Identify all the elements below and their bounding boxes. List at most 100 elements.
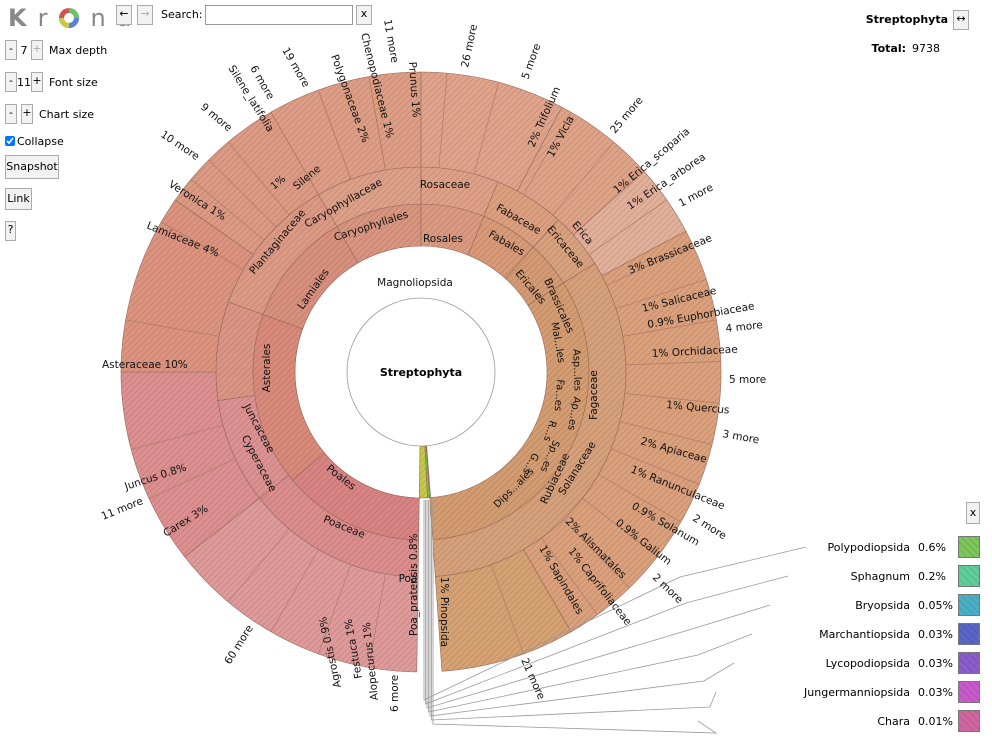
- legend-item[interactable]: Lycopodiopsida 0.03%: [826, 651, 980, 675]
- total-label: Total:: [871, 42, 906, 55]
- forward-button[interactable]: →: [137, 5, 153, 25]
- wedge-separator: [622, 319, 717, 337]
- label-1-more: 1 more: [677, 182, 715, 210]
- font-size-label: Font size: [49, 75, 98, 89]
- label-10-more-top: 10 more: [158, 129, 201, 164]
- wedge-ericales[interactable]: [505, 247, 564, 306]
- legend-item[interactable]: Polypodiopsida 0.6%: [827, 535, 980, 559]
- wedge-separator: [552, 141, 615, 216]
- search-input[interactable]: [205, 5, 353, 25]
- logo-letter-r: r: [37, 4, 49, 32]
- wedge-ericaceae[interactable]: [533, 219, 595, 283]
- wedge-fabaceae[interactable]: [483, 181, 559, 248]
- wedge-trifolium[interactable]: [517, 107, 644, 235]
- label-25-more: 25 more: [608, 95, 645, 136]
- legend-close-button[interactable]: x: [966, 502, 980, 524]
- focus-toggle-button[interactable]: ↔: [953, 10, 969, 30]
- wedge-asterales[interactable]: [253, 314, 325, 480]
- wedge-fabales[interactable]: [468, 216, 534, 279]
- wedge-lamiales[interactable]: [263, 226, 358, 329]
- legend-item[interactable]: Chara 0.01%: [877, 709, 980, 733]
- chart-size-decrease-button[interactable]: -: [5, 104, 17, 124]
- wedge-rosales[interactable]: [421, 204, 484, 256]
- wedge-separator: [318, 89, 352, 180]
- chart-size-increase-button[interactable]: +: [21, 104, 33, 124]
- label-60-more: 60 more: [222, 623, 255, 667]
- wedge-separator: [368, 573, 386, 668]
- wedge-separator: [610, 448, 700, 485]
- legend-item-percent: 0.2%: [918, 569, 946, 583]
- wedge-separator: [615, 278, 707, 309]
- wedge-cyperaceae[interactable]: [217, 395, 289, 499]
- snapshot-button[interactable]: Snapshot: [5, 155, 59, 179]
- wedge-right-genera[interactable]: [523, 231, 722, 632]
- wedge-caryophyllaceae[interactable]: [318, 167, 422, 227]
- legend-leader-line: [431, 500, 717, 721]
- font-size-control: - 11 + Font size: [5, 72, 98, 92]
- wedge-separator: [523, 112, 572, 195]
- wedge-caryophyllales[interactable]: [337, 204, 421, 263]
- wedge-lamiales-fam[interactable]: [228, 194, 337, 315]
- wedge-rosaceae[interactable]: [421, 167, 498, 217]
- legend-item[interactable]: Bryopsida 0.05%: [855, 593, 980, 617]
- wedge-separator: [270, 549, 319, 632]
- wedge-separator: [125, 319, 220, 337]
- label-pinopsida: 1% Pinopsida: [438, 577, 450, 647]
- max-depth-decrease-button[interactable]: -: [5, 40, 17, 60]
- total-count: Total: 9738: [872, 42, 940, 55]
- legend-item[interactable]: Marchantiopsida 0.03%: [819, 622, 980, 646]
- wedge-separator: [588, 199, 667, 255]
- wedge-asteraceae-outer[interactable]: [121, 199, 254, 372]
- wedge-families-right[interactable]: [432, 263, 626, 577]
- legend-item-percent: 0.6%: [918, 540, 946, 554]
- legend-item[interactable]: Sphagnum 0.2%: [851, 564, 980, 588]
- link-button[interactable]: Link: [5, 188, 32, 210]
- wedge-separator: [606, 244, 694, 286]
- wedge-polypodiopsida[interactable]: [424, 445, 430, 498]
- wedge-carex[interactable]: [121, 372, 260, 557]
- logo-letter-k: K: [8, 4, 28, 32]
- wedge-separator: [190, 178, 265, 241]
- legend-item[interactable]: Jungermanniopsida 0.03%: [804, 680, 980, 704]
- label-rosales: Rosales: [423, 233, 463, 245]
- back-button[interactable]: ←: [116, 5, 132, 25]
- total-value: 9738: [912, 42, 940, 55]
- wedge-prunus[interactable]: [421, 72, 562, 191]
- legend-item-name: Sphagnum: [850, 569, 910, 583]
- wedge-silene[interactable]: [271, 72, 421, 195]
- wedge-sapindales[interactable]: [435, 549, 571, 672]
- wedge-erica[interactable]: [573, 171, 686, 276]
- legend-swatch: [958, 652, 980, 674]
- font-size-increase-button[interactable]: +: [31, 72, 43, 92]
- wedge-separator: [541, 537, 598, 615]
- collapse-checkbox[interactable]: [5, 136, 15, 146]
- help-button[interactable]: ?: [5, 221, 16, 241]
- font-size-decrease-button[interactable]: -: [5, 72, 17, 92]
- wedge-separator: [473, 82, 499, 175]
- wedge-asteraceae[interactable]: [216, 301, 264, 401]
- search-clear-button[interactable]: x: [356, 5, 372, 25]
- center-circle[interactable]: [346, 297, 496, 447]
- label-asterales: Asterales: [261, 344, 273, 393]
- max-depth-increase-button[interactable]: +: [31, 40, 43, 60]
- wedge-poa-genera[interactable]: [184, 498, 419, 672]
- legend-item-name: Marchantiopsida: [819, 627, 910, 641]
- label-6-more-bottom: 6 more: [389, 675, 401, 712]
- wedge-separator: [582, 497, 658, 557]
- font-size-value: 11: [17, 75, 31, 89]
- chart-size-label: Chart size: [39, 107, 95, 121]
- wedge-poales[interactable]: [292, 452, 420, 540]
- label-11-more-top: 11 more: [381, 18, 400, 63]
- legend-item-name: Lycopodiopsida: [825, 656, 910, 670]
- label-19-more: 19 more: [279, 46, 311, 90]
- wedge-sphagnum[interactable]: [426, 445, 431, 498]
- wedge-separator: [619, 421, 713, 445]
- label-3-more: 3 more: [721, 428, 760, 446]
- wedge-poaceae[interactable]: [259, 475, 419, 577]
- wedge-lamiaceae[interactable]: [175, 112, 319, 255]
- wedge-rosids[interactable]: [429, 282, 590, 540]
- label-fagales: Fa...es: [552, 379, 566, 412]
- legend-swatch: [958, 594, 980, 616]
- wedge-separator: [161, 221, 244, 270]
